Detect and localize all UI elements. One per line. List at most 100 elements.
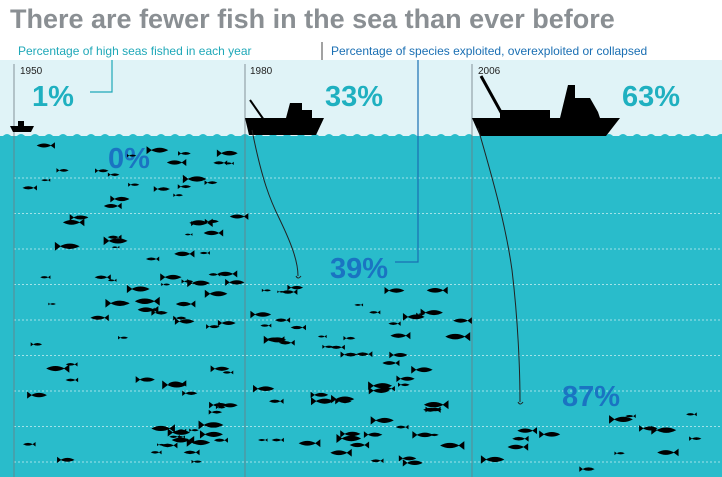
fish: [209, 401, 228, 409]
fish: [322, 344, 334, 349]
fish: [398, 382, 410, 387]
fish: [161, 282, 171, 287]
fish: [369, 310, 381, 315]
fish: [389, 351, 408, 359]
fish: [145, 256, 160, 262]
fish: [229, 213, 249, 220]
fish: [173, 193, 184, 197]
fish: [198, 420, 224, 430]
fish: [118, 335, 128, 340]
fish: [281, 289, 298, 295]
waves: [0, 134, 722, 148]
fish: [402, 312, 425, 321]
fish: [311, 397, 334, 406]
fish: [182, 390, 198, 397]
fish: [183, 449, 200, 456]
fish: [426, 286, 448, 295]
fish: [128, 182, 140, 187]
fish: [107, 172, 120, 177]
fish: [395, 424, 409, 430]
fish: [370, 458, 384, 464]
boat-small: [10, 121, 34, 132]
species-exploited: 0%: [108, 143, 150, 175]
fish: [539, 430, 561, 439]
fish: [440, 441, 465, 450]
fishing-line: [251, 129, 299, 277]
leader: [90, 60, 113, 93]
fish: [388, 321, 401, 326]
fish: [370, 416, 394, 425]
fish: [250, 310, 272, 319]
fish: [253, 384, 275, 393]
fish: [95, 168, 109, 174]
fish: [210, 365, 230, 373]
fish: [160, 442, 178, 449]
fish: [423, 400, 449, 410]
fish: [382, 359, 400, 367]
year: 1950: [20, 66, 43, 77]
fish: [206, 324, 220, 330]
fish: [173, 315, 187, 321]
depth-lines: [14, 177, 722, 463]
fish: [354, 303, 364, 307]
fish: [107, 234, 122, 240]
fish: [216, 149, 238, 157]
fish: [22, 185, 37, 191]
fish: [609, 415, 633, 424]
fish: [261, 288, 271, 292]
leader: [395, 60, 419, 263]
fish: [657, 448, 679, 457]
fish: [189, 428, 199, 432]
fish: [218, 401, 238, 409]
sea: [0, 136, 722, 477]
fish: [65, 362, 78, 367]
fish: [199, 251, 210, 255]
fish: [423, 406, 441, 413]
fish: [150, 450, 162, 455]
fish: [427, 432, 439, 437]
fish: [30, 342, 43, 347]
fish: [135, 376, 155, 384]
fish: [111, 245, 120, 249]
fish: [340, 430, 361, 438]
fish: [40, 275, 51, 280]
fish: [204, 180, 218, 185]
fish: [213, 160, 228, 166]
fish: [168, 380, 187, 387]
fish: [689, 436, 702, 441]
fish: [167, 428, 191, 437]
fish: [287, 284, 304, 291]
fish: [153, 186, 170, 192]
fish: [420, 308, 443, 317]
fish: [160, 273, 182, 282]
fish: [103, 236, 128, 246]
fish: [146, 146, 169, 155]
fish: [174, 317, 195, 325]
fish: [174, 250, 195, 258]
fishing-line: [477, 127, 521, 403]
seas-fished: 33%: [325, 81, 383, 113]
species-exploited: 87%: [562, 381, 620, 413]
fish: [184, 233, 193, 236]
fish: [269, 398, 284, 404]
fish: [258, 438, 268, 442]
fish-school: [22, 142, 702, 472]
fish: [169, 434, 180, 439]
fish: [189, 218, 213, 228]
fish: [199, 430, 223, 439]
fish: [336, 434, 362, 443]
seas-fished: 1%: [32, 81, 74, 113]
fish: [48, 302, 56, 306]
fish: [260, 323, 272, 328]
fish: [480, 455, 505, 464]
fish: [317, 334, 327, 339]
fish: [298, 439, 321, 448]
fish: [175, 300, 196, 308]
fish: [396, 375, 415, 383]
boat-medium: [245, 99, 324, 135]
fish: [445, 332, 471, 342]
fish: [137, 305, 159, 314]
fish: [103, 202, 122, 210]
fish: [126, 284, 150, 294]
fish: [56, 168, 69, 173]
